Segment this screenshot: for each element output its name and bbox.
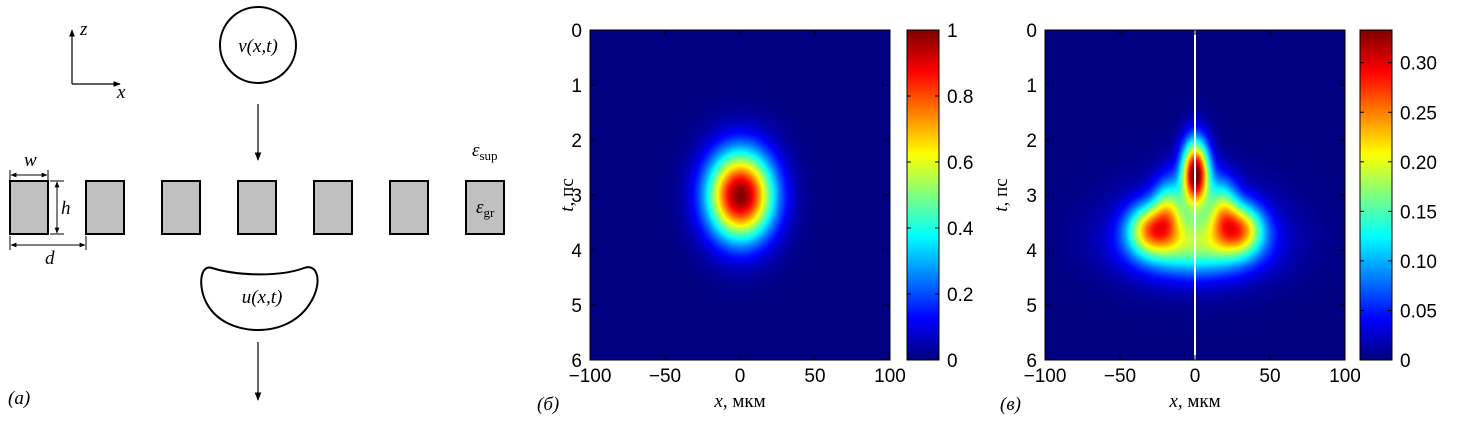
colorbar-tick-label: 0.2 <box>947 285 973 306</box>
coordinate-axes: z x <box>69 19 126 103</box>
xlabel-c: x, мкм <box>1168 391 1220 412</box>
y-tick-label: 1 <box>571 76 582 97</box>
dimension-annotations: w h d <box>9 150 87 269</box>
y-tick-label: 5 <box>571 296 582 317</box>
axis-ticks-b: −100 −50 0 50 100 0 1 2 3 4 5 6 <box>569 21 906 387</box>
ylabel-b: t, пс <box>557 178 578 211</box>
colorbar-b <box>907 30 939 360</box>
permittivity-labels: εsup εgr <box>472 140 498 220</box>
eps-sup-symbol: ε <box>472 140 480 161</box>
x-tick-label: −50 <box>1104 366 1136 387</box>
colorbar-tick-label: 0.25 <box>1400 103 1437 124</box>
colorbar-c <box>1360 30 1392 360</box>
x-tick-label: 50 <box>1259 366 1280 387</box>
y-tick-label: 2 <box>571 131 582 152</box>
colorbar-tick-label: 0.4 <box>947 219 974 240</box>
y-tick-label: 2 <box>1026 131 1037 152</box>
y-tick-label: 0 <box>571 21 582 42</box>
colorbar-tick-label: 0 <box>1400 351 1411 372</box>
dim-h-label: h <box>61 198 71 219</box>
y-tick-label: 4 <box>571 241 582 262</box>
panel-b-chart: −100 −50 0 50 100 0 1 2 3 4 5 6 0 0.2 0.4 0.6 0.8 1 x, м… <box>537 21 974 415</box>
svg-text:εgr: εgr <box>476 197 495 220</box>
transmitted-wave: u(x,t) <box>200 266 319 401</box>
grating-bar <box>85 180 125 235</box>
x-tick-label: −50 <box>649 366 681 387</box>
y-tick-label: 6 <box>1026 351 1037 372</box>
xlabel-b: x, мкм <box>713 391 765 412</box>
colorbar-tick-label: 0.15 <box>1400 202 1437 223</box>
y-tick-label: 6 <box>571 351 582 372</box>
colorbar-ticks-b: 0 0.2 0.4 0.6 0.8 1 <box>907 21 974 372</box>
x-tick-label: 100 <box>874 366 906 387</box>
heatmap-b <box>590 30 890 360</box>
colorbar-tick-label: 0 <box>947 351 958 372</box>
grating-bar <box>465 180 505 235</box>
x-tick-label: −100 <box>1024 366 1067 387</box>
x-tick-label: −100 <box>569 366 612 387</box>
y-tick-label: 3 <box>1026 186 1037 207</box>
grating <box>9 180 505 235</box>
transmitted-wave-label: u(x,t) <box>242 287 283 308</box>
y-tick-label: 3 <box>571 186 582 207</box>
x-tick-label: 100 <box>1329 366 1361 387</box>
grating-bar <box>313 180 353 235</box>
colorbar-ticks-c: 0 0.05 0.10 0.15 0.20 0.25 0.30 <box>1360 54 1437 372</box>
dim-d-label: d <box>45 248 55 269</box>
grating-bar <box>237 180 277 235</box>
eps-sup-subscript: sup <box>480 148 498 163</box>
dim-w-label: w <box>24 150 37 171</box>
panel-c-label: (в) <box>1000 394 1021 415</box>
colorbar-tick-label: 0.10 <box>1400 252 1437 273</box>
y-tick-label: 0 <box>1026 21 1037 42</box>
colorbar-tick-label: 0.20 <box>1400 153 1437 174</box>
y-tick-label: 5 <box>1026 296 1037 317</box>
ylabel-c: t, пс <box>991 178 1012 211</box>
eps-gr-subscript: gr <box>484 205 496 220</box>
colorbar-tick-label: 0.6 <box>947 153 973 174</box>
grating-bar <box>9 180 49 235</box>
colorbar-tick-label: 1 <box>947 21 958 42</box>
panel-b-label: (б) <box>537 394 559 415</box>
x-tick-label: 50 <box>804 366 825 387</box>
grating-bar <box>389 180 429 235</box>
panel-a-schematic: z x v(x,t) w h d <box>8 6 505 409</box>
grating-bar <box>161 180 201 235</box>
y-tick-label: 1 <box>1026 76 1037 97</box>
colorbar-tick-label: 0.05 <box>1400 301 1437 322</box>
incident-wave-label: v(x,t) <box>238 36 278 57</box>
y-tick-label: 4 <box>1026 241 1037 262</box>
axis-ticks-c: −100 −50 0 50 100 0 1 2 3 4 5 6 <box>1024 21 1361 387</box>
x-tick-label: 0 <box>735 366 746 387</box>
eps-gr-symbol: ε <box>476 197 484 218</box>
svg-text:εsup: εsup <box>472 140 498 163</box>
colorbar-tick-label: 0.8 <box>947 87 973 108</box>
panel-c-chart: −100 −50 0 50 100 0 1 2 3 4 5 6 0 0.05 0.10 0.15 0.20 0.… <box>991 21 1437 415</box>
axis-x-label: x <box>116 82 126 103</box>
axis-z-label: z <box>79 19 88 40</box>
incident-wave: v(x,t) <box>219 6 297 161</box>
colorbar-tick-label: 0.30 <box>1400 54 1437 75</box>
x-tick-label: 0 <box>1190 366 1201 387</box>
panel-a-label: (а) <box>8 388 30 409</box>
